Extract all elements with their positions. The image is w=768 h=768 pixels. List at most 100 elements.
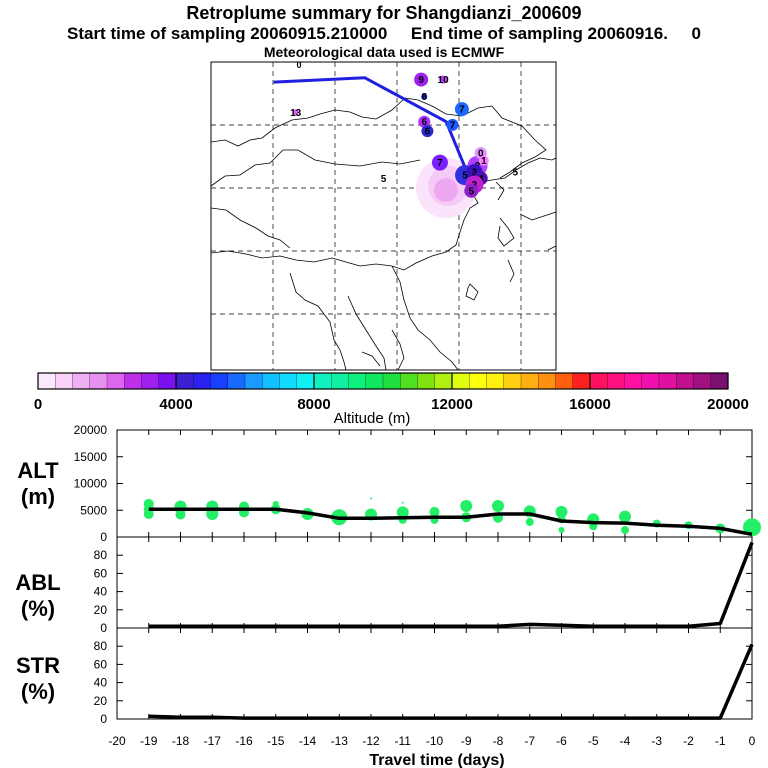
colorbar-cell-12 <box>244 372 263 390</box>
map-frame <box>210 61 557 371</box>
colorbar-cell-26 <box>486 372 505 390</box>
colorbar-cell-33 <box>607 372 626 390</box>
colorbar-cell-27 <box>503 372 522 390</box>
y-tick-label-1-2: 40 <box>94 585 108 599</box>
colorbar-cells <box>37 372 729 390</box>
map-marker-4 <box>454 102 469 117</box>
y-tick-label-2-2: 40 <box>94 676 108 690</box>
y-tick-label-1-4: 80 <box>94 548 108 562</box>
altitude-bubble-23 <box>370 497 372 500</box>
map-marker-label-3: 8 <box>421 92 427 103</box>
colorbar-cell-5 <box>124 372 143 390</box>
y-tick-label-0-1: 5000 <box>80 503 107 517</box>
colorbar-cell-37 <box>676 372 695 390</box>
map-marker-label-15: 0 <box>478 149 484 160</box>
map-marker-label-8: 7 <box>437 158 443 169</box>
y-tick-label-2-3: 60 <box>94 657 108 671</box>
map-marker-0 <box>414 72 429 87</box>
colorbar: 0 4000 8000 12000 16000 20000 Altitude (m) <box>34 372 749 427</box>
map-marker-label-2: 13 <box>290 108 302 119</box>
sampling-time-subtitle: Start time of sampling 20060915.210000 E… <box>66 24 701 43</box>
plume-ring-inner <box>434 178 458 202</box>
colorbar-cell-2 <box>72 372 91 390</box>
panel-frame-1 <box>116 536 753 629</box>
colorbar-cell-39 <box>710 372 729 390</box>
colorbar-cell-0 <box>37 372 56 390</box>
altitude-bubble-12 <box>525 518 534 527</box>
y-tick-label-2-0: 0 <box>100 712 107 726</box>
map-grid-markers: 0 <box>296 60 301 70</box>
x-tick-label-2: -18 <box>172 734 190 748</box>
colorbar-cell-14 <box>279 372 298 390</box>
colorbar-frame <box>37 372 729 390</box>
colorbar-ticks: 0 4000 8000 12000 16000 20000 <box>34 373 749 413</box>
y-tick-label-2-1: 20 <box>94 694 108 708</box>
x-tick-label-12: -8 <box>493 734 504 748</box>
map-marker-label-4: 7 <box>459 105 465 116</box>
colorbar-tick-label-2: 8000 <box>297 396 330 413</box>
x-tick-label-11: -9 <box>461 734 472 748</box>
colorbar-cell-30 <box>555 372 574 390</box>
y-tick-label-0-3: 15000 <box>74 450 108 464</box>
colorbar-cell-28 <box>520 372 539 390</box>
map-marker-label-6: 6 <box>425 127 431 138</box>
altitude-bubble-21 <box>401 501 404 504</box>
map-marker-3 <box>421 93 428 100</box>
map-marker-label-5: 6 <box>421 117 427 128</box>
x-tick-label-18: -2 <box>683 734 694 748</box>
map-marker-14 <box>464 183 479 198</box>
altitude-bubble-17 <box>429 506 440 517</box>
map-marker-label-18: 5 <box>381 174 387 185</box>
x-tick-label-14: -6 <box>556 734 567 748</box>
y-tick-label-0-0: 0 <box>100 530 107 544</box>
x-tick-label-9: -11 <box>395 734 412 748</box>
colorbar-cell-24 <box>451 372 470 390</box>
y-tick-label-2-4: 80 <box>94 639 108 653</box>
x-tick-label-13: -7 <box>524 734 535 748</box>
colorbar-cell-10 <box>210 372 229 390</box>
met-data-subtitle: Meteorological data used is ECMWF <box>263 44 505 60</box>
colorbar-tick-label-4: 16000 <box>569 396 611 413</box>
map-marker-label-7: 7 <box>450 120 456 131</box>
map-gridlines <box>211 62 556 370</box>
panel-ylabel-0-1: (m) <box>21 484 55 509</box>
x-tick-label-10: -10 <box>426 734 444 748</box>
colorbar-tick-label-5: 20000 <box>707 396 749 413</box>
colorbar-cell-35 <box>641 372 660 390</box>
map-marker-label-10: 5 <box>462 171 468 182</box>
chart-title: Retroplume summary for Shangdianzi_20060… <box>186 3 582 23</box>
grid-corner-mark: 0 <box>296 60 301 70</box>
map-marker-8 <box>431 154 448 171</box>
x-tick-label-0: -20 <box>108 734 126 748</box>
map-marker-2 <box>292 109 299 116</box>
x-tick-label-4: -16 <box>235 734 253 748</box>
map-marker-6 <box>421 125 434 138</box>
trajectory-track <box>273 76 470 176</box>
altitude-bubble-19 <box>396 506 409 519</box>
map-markers: 910138766772534350155 <box>290 72 518 198</box>
series-line-2 <box>148 643 754 720</box>
y-tick-label-1-3: 60 <box>94 566 108 580</box>
panel-2: 0 20 40 60 80 STR(%) <box>16 627 754 726</box>
colorbar-tick-label-3: 12000 <box>431 396 473 413</box>
colorbar-cell-32 <box>589 372 608 390</box>
colorbar-cell-13 <box>262 372 281 390</box>
y-tick-label-1-1: 20 <box>94 603 108 617</box>
colorbar-cell-19 <box>365 372 384 390</box>
x-tick-label-20: 0 <box>749 734 756 748</box>
colorbar-cell-11 <box>227 372 246 390</box>
x-tick-label-1: -19 <box>140 734 158 748</box>
x-tick-label-17: -3 <box>651 734 662 748</box>
x-tick-label-7: -13 <box>331 734 349 748</box>
x-tick-label-8: -12 <box>362 734 380 748</box>
x-tick-label-19: -1 <box>715 734 726 748</box>
colorbar-cell-1 <box>55 372 74 390</box>
altitude-bubble-10 <box>558 527 565 534</box>
series-line-1 <box>148 541 754 628</box>
x-tick-label-6: -14 <box>299 734 317 748</box>
map-marker-16 <box>478 155 489 166</box>
colorbar-tick-label-1: 4000 <box>159 396 192 413</box>
colorbar-cell-15 <box>296 372 315 390</box>
y-tick-label-0-2: 10000 <box>74 477 108 491</box>
